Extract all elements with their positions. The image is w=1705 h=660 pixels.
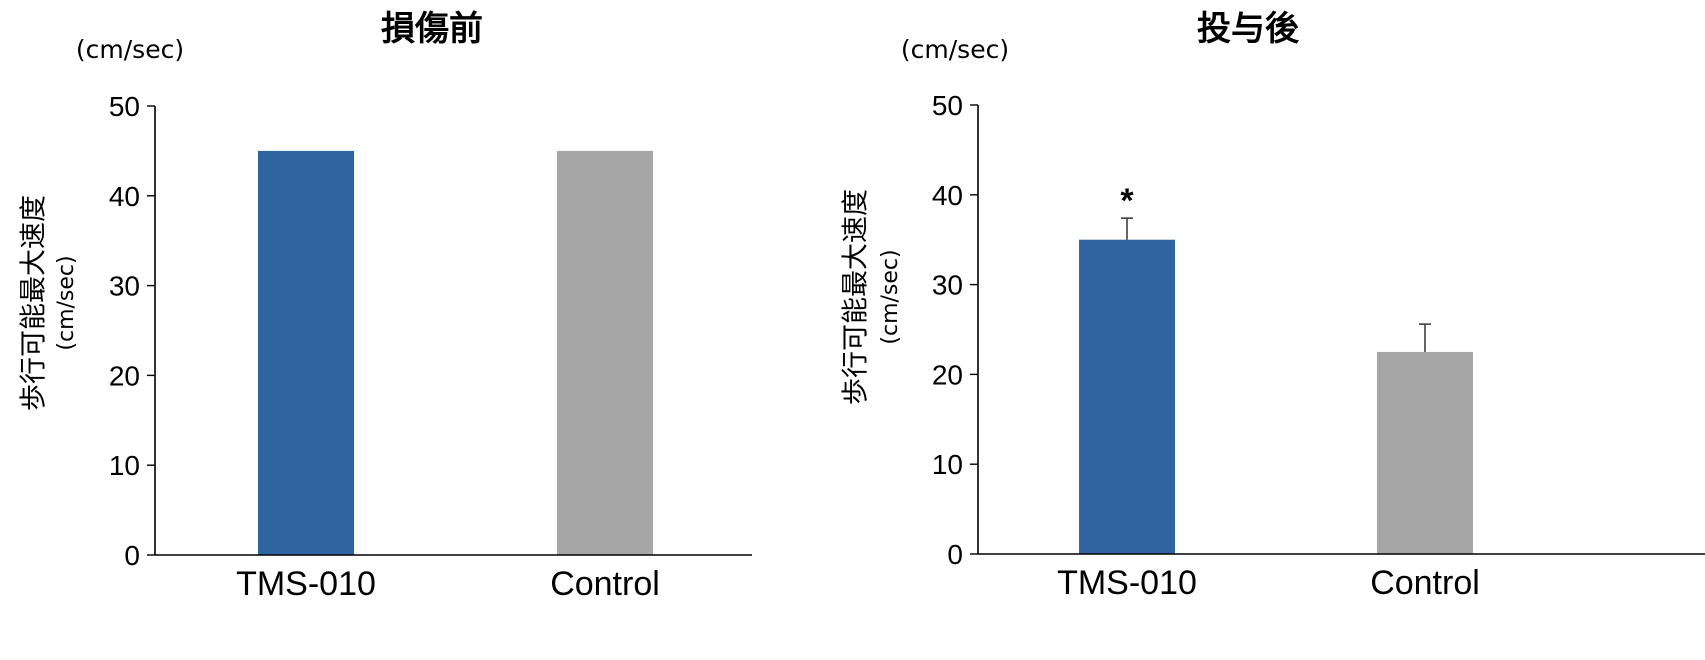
chart-title: 損傷前	[381, 9, 483, 49]
chart-panel-0: 損傷前(cm/sec)歩行可能最大速度 (cm/sec)01020304050TM…	[19, 9, 752, 603]
y-axis-unit: (cm/sec)	[878, 249, 903, 344]
chart-title: 投与後	[1197, 9, 1300, 49]
y-axis-title: 歩行可能最大速度	[841, 189, 872, 405]
y-tick-label: 0	[947, 539, 963, 570]
y-tick-label: 30	[932, 270, 963, 301]
y-tick-label: 10	[109, 450, 140, 481]
y-tick-label: 50	[109, 91, 140, 122]
x-category-label: TMS-010	[1057, 564, 1197, 602]
x-category-label: Control	[550, 565, 660, 603]
y-tick-label: 10	[932, 449, 963, 480]
significance-mark: *	[1120, 182, 1134, 220]
bar-control	[1377, 351, 1473, 554]
y-unit-label: (cm/sec)	[76, 35, 184, 64]
y-tick-label: 40	[932, 180, 963, 211]
bar-tms-010	[1079, 239, 1175, 554]
y-tick-label: 20	[109, 360, 140, 391]
y-tick-label: 50	[932, 90, 963, 121]
y-tick-label: 30	[109, 271, 140, 302]
bar-control	[557, 150, 653, 555]
y-tick-label: 40	[109, 181, 140, 212]
y-axis-title: 歩行可能最大速度	[19, 195, 50, 411]
y-axis-unit: (cm/sec)	[54, 255, 79, 350]
x-category-label: TMS-010	[236, 565, 376, 603]
y-tick-label: 20	[932, 359, 963, 390]
chart-panel-1: 投与後(cm/sec)歩行可能最大速度 (cm/sec)01020304050*T…	[841, 9, 1705, 602]
y-tick-label: 0	[124, 540, 140, 571]
y-unit-label: (cm/sec)	[901, 35, 1009, 64]
x-category-label: Control	[1370, 564, 1480, 602]
bar-tms-010	[258, 150, 354, 555]
